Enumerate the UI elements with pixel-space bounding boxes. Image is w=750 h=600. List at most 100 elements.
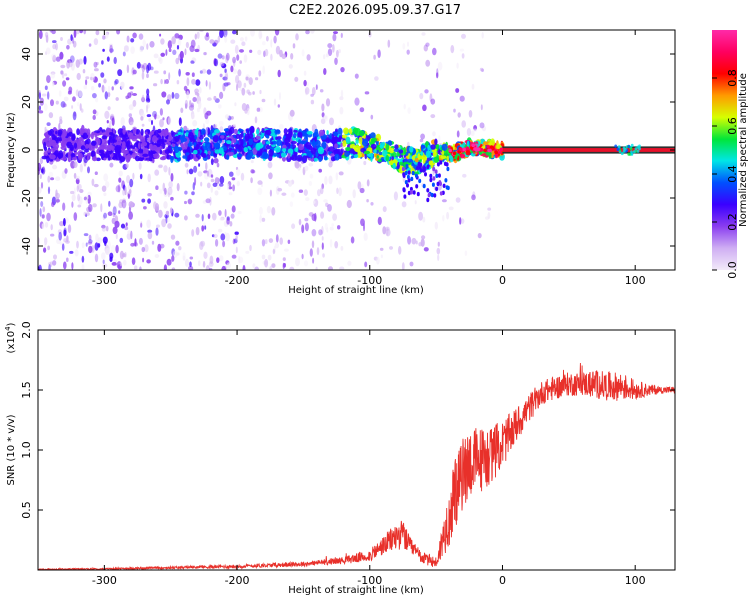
spectrogram-speckle <box>424 89 429 94</box>
spectrogram-speckle <box>409 261 414 267</box>
spectrogram-speckle <box>340 67 345 73</box>
spectrogram-speckle <box>48 171 54 178</box>
spectrogram-band-cell <box>425 150 431 158</box>
spectrogram-speckle <box>305 197 310 202</box>
spectrogram-band-cell <box>80 129 84 136</box>
spectrogram-speckle <box>380 254 383 259</box>
spectrogram-speckle <box>163 165 168 173</box>
spectrogram-speckle <box>209 196 212 206</box>
spectrogram-speckle <box>195 213 200 218</box>
spectrogram-speckle <box>268 172 273 180</box>
spectrogram-band-cell <box>428 160 433 165</box>
spectrogram-speckle <box>370 114 374 120</box>
spectrogram-speckle <box>128 189 132 194</box>
spectrogram-band-cell <box>245 154 252 160</box>
spectrogram-speckle <box>41 214 45 219</box>
spectrogram-blip-cell <box>632 150 636 154</box>
spectrogram-speckle <box>203 170 209 174</box>
spectrogram-speckle <box>308 181 313 186</box>
spectrogram-band-cell <box>236 153 243 158</box>
spectrogram-speckle <box>55 56 61 62</box>
spectrogram-speckle <box>40 182 44 189</box>
spectrogram-band-cell <box>399 161 404 166</box>
spectrogram-band-cell <box>194 129 199 135</box>
spectrogram-band-cell <box>152 150 156 154</box>
spectrogram-speckle <box>315 84 318 90</box>
x-tick-label: -300 <box>92 574 117 587</box>
spectrogram-speckle <box>281 192 287 196</box>
spectrogram-speckle <box>164 187 167 195</box>
spectrogram-speckle <box>41 168 44 174</box>
spectrogram-speckle <box>168 181 173 189</box>
spectrogram-band-cell <box>301 155 308 164</box>
spectrogram-band-cell <box>323 155 328 161</box>
spectrogram-speckle <box>254 266 259 270</box>
spectrogram-band-cell <box>392 162 396 170</box>
spectrogram-speckle <box>161 91 167 98</box>
spectrogram-speckle <box>217 35 220 43</box>
spectrogram-speckle <box>198 87 202 94</box>
spectrogram-speckle <box>51 30 56 35</box>
spectrogram-speckle <box>222 82 226 92</box>
spectrogram-speckle <box>207 213 211 220</box>
spectrogram-speckle <box>123 259 127 266</box>
spectrogram-speckle <box>194 33 197 40</box>
spectrogram-speckle <box>258 206 263 215</box>
spectrogram-speckle <box>258 70 262 77</box>
spectrogram-speckle <box>304 165 309 172</box>
spectrogram-plume-cell <box>403 194 407 199</box>
spectrogram-speckle <box>88 245 93 254</box>
spectrogram-band-cell <box>363 150 371 155</box>
spectrogram-speckle <box>195 79 201 86</box>
spectrogram-band-cell <box>46 141 52 148</box>
spectrogram-speckle <box>76 240 79 249</box>
spectrogram-speckle <box>43 244 47 248</box>
spectrogram-speckle <box>437 61 443 71</box>
spectrogram-speckle <box>78 58 83 65</box>
spectrogram-speckle <box>44 221 49 228</box>
spectrogram-speckle <box>230 213 235 219</box>
spectrogram-plume-cell <box>418 165 422 170</box>
spectrogram-speckle <box>58 231 62 241</box>
spectrogram-speckle <box>459 217 462 225</box>
spectrogram-plume-cell <box>443 161 447 166</box>
x-tick-label: -100 <box>357 574 382 587</box>
spectrogram-plume-cell <box>437 173 441 178</box>
spectrogram-speckle <box>94 242 99 251</box>
spectrogram-speckle <box>43 247 47 253</box>
spectrogram-band-cell <box>340 149 343 156</box>
spectrogram-speckle <box>221 265 226 270</box>
spectrogram-band-cell <box>157 128 162 134</box>
spectrogram-speckle <box>77 193 81 202</box>
spectrogram-band-cell <box>300 140 305 145</box>
spectrogram-speckle <box>175 57 180 65</box>
spectrogram-speckle <box>222 240 226 248</box>
spectrogram-band-cell <box>266 144 271 150</box>
spectrogram-plume-cell <box>407 190 411 196</box>
spectrogram-band-cell <box>440 155 447 159</box>
spectrogram-speckle <box>479 67 484 72</box>
spectrogram-speckle <box>229 221 233 227</box>
spectrogram-band-cell <box>148 150 153 158</box>
spectrogram-speckle <box>197 171 203 177</box>
spectrogram-speckle <box>323 115 327 120</box>
spectrogram-plume-cell <box>426 188 430 193</box>
spectrogram-speckle <box>131 257 136 266</box>
spectrogram-speckle <box>67 38 72 45</box>
spectrogram-speckle <box>226 262 231 269</box>
spectrogram-speckle <box>338 49 341 54</box>
spectrogram-speckle <box>66 257 69 263</box>
spectrogram-speckle <box>92 93 97 99</box>
spectrogram-speckle <box>233 59 236 67</box>
spectrogram-speckle <box>202 200 207 204</box>
spectrogram-band-cell <box>282 156 286 162</box>
snr-y-label: SNR (10 * v/v) <box>6 414 17 485</box>
spectrogram-speckle <box>234 231 239 235</box>
spectrogram-band-cell <box>313 157 318 162</box>
spectrogram-speckle <box>322 253 325 258</box>
spectrogram-speckle <box>304 222 309 232</box>
spectrogram-speckle <box>309 173 314 179</box>
spectrogram-speckle <box>119 261 123 267</box>
spectrogram-speckle <box>168 166 171 176</box>
spectrogram-band-cell <box>197 130 201 138</box>
